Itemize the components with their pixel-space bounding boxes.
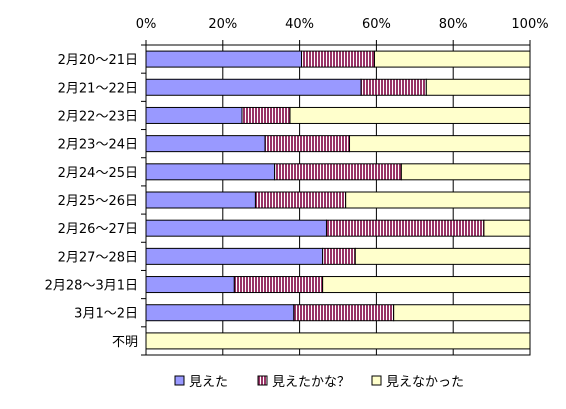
bar-segment bbox=[301, 50, 375, 68]
bar-segment bbox=[145, 247, 324, 265]
category-label: 3月1〜2日 bbox=[74, 307, 138, 322]
bar-segment bbox=[145, 135, 266, 153]
legend-label: 見えた bbox=[189, 375, 228, 390]
bar-segment bbox=[293, 304, 395, 322]
category-label: 2月27〜28日 bbox=[58, 250, 138, 265]
bar-segment bbox=[289, 106, 531, 124]
category-label: 不明 bbox=[112, 335, 138, 350]
bars bbox=[145, 50, 531, 350]
axes bbox=[141, 40, 531, 356]
x-tick-label: 40% bbox=[285, 17, 314, 32]
bar-segment bbox=[360, 78, 427, 96]
bar-segment bbox=[373, 50, 531, 68]
bar-segment bbox=[483, 219, 531, 237]
bar-segment bbox=[354, 247, 531, 265]
category-label: 2月20〜21日 bbox=[58, 53, 138, 68]
labels: 0% 20% 40% 60% 80% 100% 2月20〜21日 2月21〜22日 2月22〜2… bbox=[45, 17, 549, 350]
x-tick-label: 80% bbox=[439, 17, 468, 32]
bar-segment bbox=[145, 106, 243, 124]
legend-swatch bbox=[174, 375, 185, 386]
legend-label: 見えたかな？ bbox=[272, 375, 350, 390]
bar-segment bbox=[425, 78, 531, 96]
category-label: 2月24〜25日 bbox=[58, 166, 138, 181]
bar-segment bbox=[264, 135, 351, 153]
bar-segment bbox=[145, 78, 362, 96]
legend-swatch bbox=[257, 375, 268, 386]
x-tick-label: 100% bbox=[511, 17, 548, 32]
bar-segment bbox=[145, 191, 256, 209]
bar-segment bbox=[145, 50, 303, 68]
x-tick-label: 20% bbox=[208, 17, 237, 32]
category-label: 2月26〜27日 bbox=[58, 222, 138, 237]
x-tick-label: 60% bbox=[362, 17, 391, 32]
plot-border bbox=[145, 44, 531, 356]
bar-segment bbox=[400, 163, 531, 181]
bar-segment bbox=[145, 304, 295, 322]
legend: 見えた 見えたかな？ 見えなかった bbox=[174, 375, 464, 390]
category-label: 2月25〜26日 bbox=[58, 194, 138, 209]
legend-label: 見えなかった bbox=[386, 375, 464, 390]
bar-segment bbox=[145, 219, 327, 237]
x-tick-label: 0% bbox=[136, 17, 157, 32]
bar-segment bbox=[325, 219, 485, 237]
bar-segment bbox=[322, 247, 356, 265]
bar-segment bbox=[345, 191, 531, 209]
bar-segment bbox=[322, 276, 531, 294]
bar-segment bbox=[349, 135, 531, 153]
bar-segment bbox=[393, 304, 531, 322]
bar-segment bbox=[254, 191, 347, 209]
legend-swatch bbox=[371, 375, 382, 386]
bar-segment bbox=[241, 106, 291, 124]
bar-segment bbox=[145, 163, 276, 181]
bar-segment bbox=[233, 276, 324, 294]
bar-segment bbox=[145, 276, 235, 294]
category-label: 2月28〜3月1日 bbox=[45, 279, 138, 294]
bar-segment bbox=[145, 332, 531, 350]
category-label: 2月22〜23日 bbox=[58, 109, 138, 124]
category-label: 2月21〜22日 bbox=[58, 81, 138, 96]
category-label: 2月23〜24日 bbox=[58, 138, 138, 153]
bar-segment bbox=[274, 163, 402, 181]
